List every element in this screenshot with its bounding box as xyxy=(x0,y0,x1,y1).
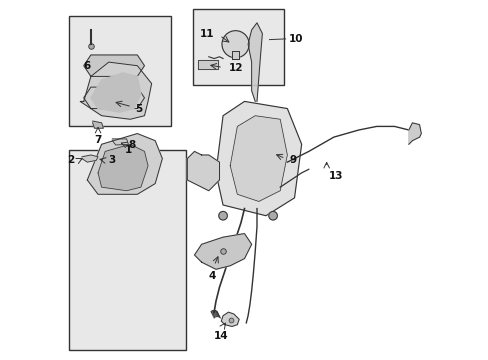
Text: 2: 2 xyxy=(67,156,75,165)
Polygon shape xyxy=(408,123,421,144)
FancyBboxPatch shape xyxy=(69,150,185,350)
Text: 4: 4 xyxy=(208,271,216,281)
Polygon shape xyxy=(87,134,162,194)
Text: 10: 10 xyxy=(288,34,303,44)
Text: 9: 9 xyxy=(288,155,296,165)
Text: 11: 11 xyxy=(199,28,214,39)
Text: 5: 5 xyxy=(135,104,142,113)
Polygon shape xyxy=(112,139,128,145)
Circle shape xyxy=(222,31,248,58)
Text: 14: 14 xyxy=(214,331,228,341)
Text: 13: 13 xyxy=(328,171,342,181)
Polygon shape xyxy=(80,62,151,119)
FancyBboxPatch shape xyxy=(69,16,171,126)
Polygon shape xyxy=(231,51,239,59)
Polygon shape xyxy=(83,55,144,76)
Polygon shape xyxy=(187,152,219,191)
Polygon shape xyxy=(247,23,262,102)
Polygon shape xyxy=(91,73,141,112)
Polygon shape xyxy=(194,234,251,269)
FancyBboxPatch shape xyxy=(192,9,283,85)
Polygon shape xyxy=(216,102,301,216)
Text: 12: 12 xyxy=(228,63,243,73)
Text: 3: 3 xyxy=(108,156,116,165)
Polygon shape xyxy=(221,312,239,327)
Polygon shape xyxy=(93,121,103,128)
Circle shape xyxy=(268,211,277,220)
Polygon shape xyxy=(98,144,148,191)
Polygon shape xyxy=(198,60,217,69)
Text: 7: 7 xyxy=(94,135,102,145)
Polygon shape xyxy=(83,87,144,109)
Polygon shape xyxy=(230,116,287,202)
Circle shape xyxy=(218,211,227,220)
Text: 8: 8 xyxy=(128,140,135,150)
Text: 6: 6 xyxy=(83,61,91,71)
Polygon shape xyxy=(82,155,98,162)
Text: 1: 1 xyxy=(124,145,132,155)
